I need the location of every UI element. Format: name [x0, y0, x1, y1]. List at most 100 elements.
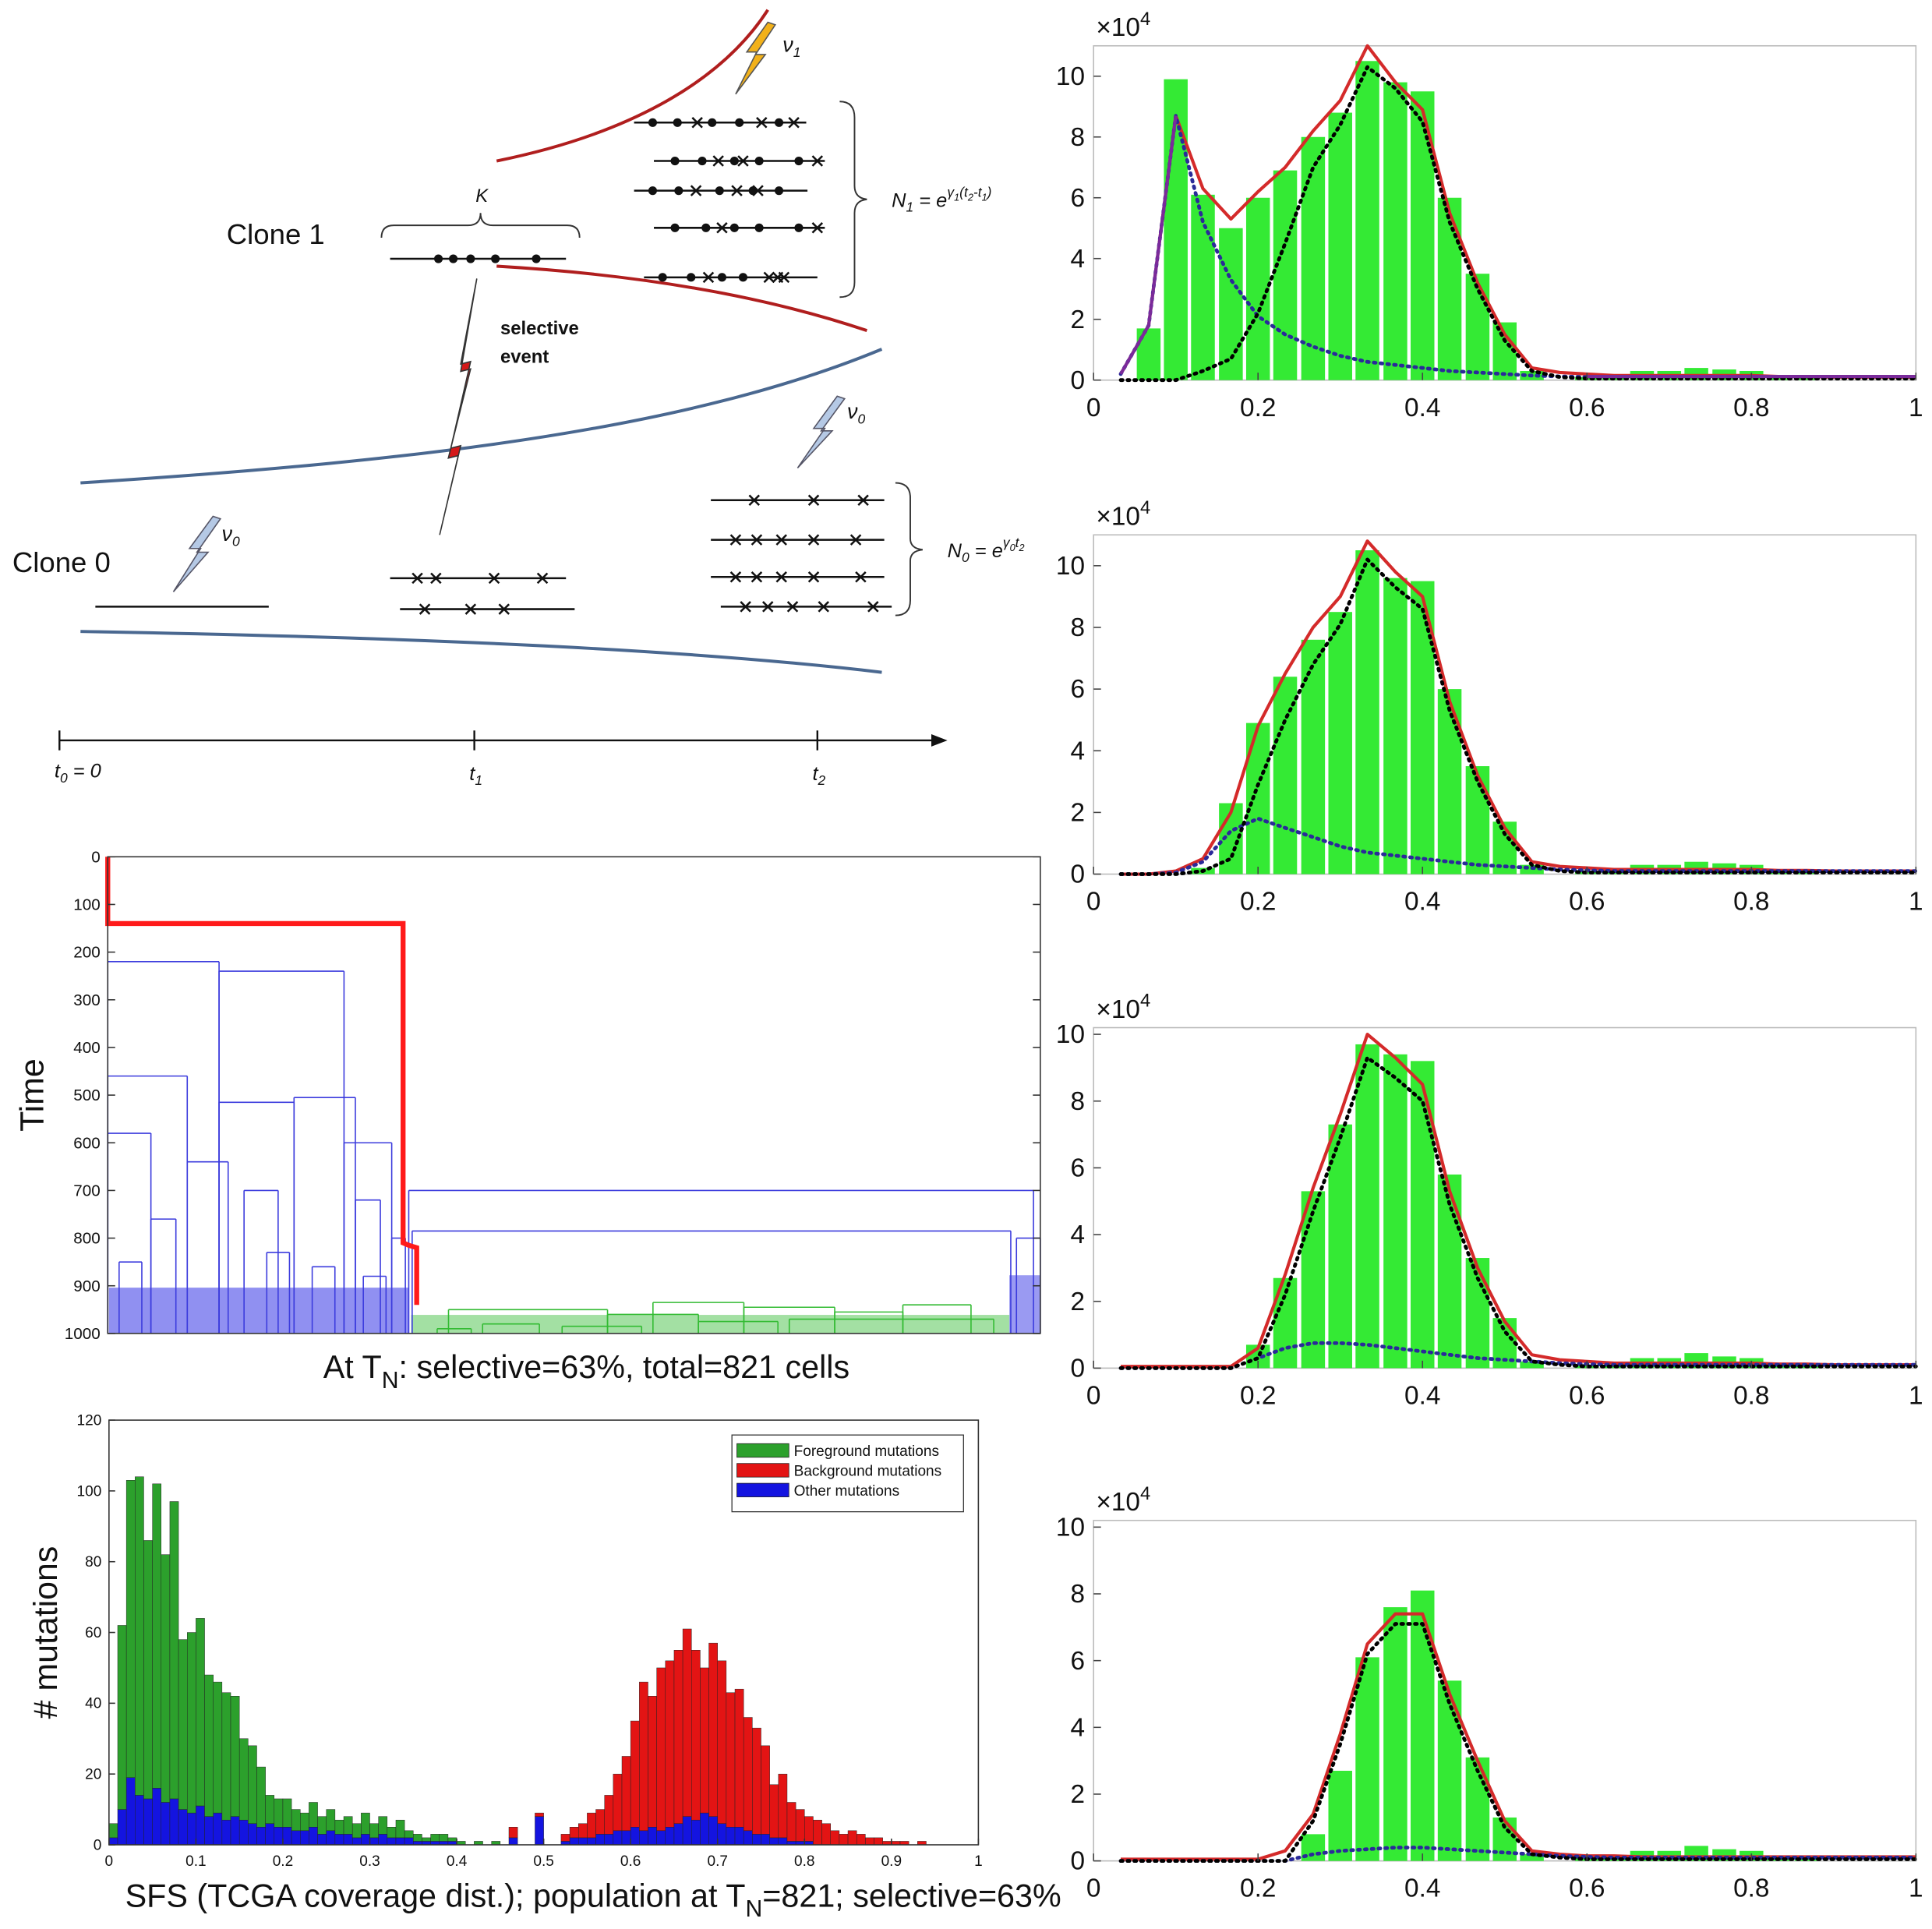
f: 0: [962, 549, 970, 565]
x-tick-label: 0.4: [1404, 1381, 1440, 1410]
bar-segment: [343, 1816, 353, 1835]
bar-segment: [595, 1834, 605, 1846]
bar-segment: [378, 1834, 388, 1846]
x-tick-label: 0.5: [533, 1853, 553, 1870]
bar-segment: [108, 1823, 118, 1839]
bar: [1383, 82, 1407, 380]
bar-segment: [726, 1827, 736, 1846]
y-tick-label: 1000: [65, 1325, 101, 1343]
bar: [1301, 639, 1326, 874]
y-tick-label: 100: [77, 1483, 102, 1500]
mutation-dot: [670, 223, 680, 232]
bar-segment: [569, 1827, 579, 1839]
bar-segment: [387, 1827, 397, 1839]
bar: [1301, 136, 1326, 380]
bar-segment: [691, 1819, 701, 1846]
f: = e: [913, 189, 947, 211]
x-tick-label: 0.6: [620, 1853, 641, 1870]
x-tick-label: 0.2: [273, 1853, 293, 1870]
f: = e: [970, 540, 1003, 562]
mutation-cross: [818, 601, 830, 613]
label-part: 4: [1140, 1483, 1150, 1504]
y-tick-label: 300: [73, 991, 100, 1009]
mutation-cross: [807, 534, 820, 546]
bar: [1383, 1054, 1407, 1369]
mutation-dot: [794, 156, 804, 166]
bar-segment: [682, 1816, 692, 1846]
label-part: N: [745, 1896, 762, 1922]
bar: [1465, 1258, 1490, 1369]
y-tick-label: 8: [1070, 123, 1085, 152]
x-tick-label: 0.8: [1733, 1381, 1769, 1410]
mutation-dot: [715, 186, 724, 196]
y-tick-label: 2: [1070, 799, 1085, 828]
f: 1: [982, 191, 987, 203]
label: ×104: [1096, 497, 1150, 531]
f: 2: [818, 772, 826, 788]
bar-segment: [387, 1837, 397, 1846]
mutation-cross: [702, 271, 715, 284]
y-tick-label: 20: [85, 1767, 101, 1783]
f: = 0: [68, 761, 101, 783]
label-part: SFS (TCGA coverage dist.); population at…: [125, 1878, 746, 1913]
bolt: [796, 395, 846, 469]
plot-frame: [1093, 1026, 1917, 1369]
mutation-cross: [729, 571, 742, 583]
mutation-dot: [754, 156, 764, 166]
y-tick-label: 4: [1070, 1221, 1085, 1249]
y-tick-label: 200: [73, 944, 100, 962]
bar-segment: [613, 1773, 623, 1832]
bar-segment: [717, 1823, 727, 1846]
bar-segment: [856, 1834, 866, 1846]
clone-1-lower: [496, 264, 868, 333]
f: t: [812, 763, 818, 785]
bar-segment: [708, 1816, 718, 1846]
bar: [1301, 1191, 1326, 1369]
bar: [1273, 677, 1298, 874]
mutation-dot: [670, 156, 680, 166]
mutation-dot: [794, 223, 804, 232]
bar-segment: [621, 1756, 631, 1832]
bar-segment: [291, 1809, 301, 1832]
label-part: 4: [1140, 497, 1150, 518]
label-part: =821; selective=63%: [762, 1878, 1061, 1913]
bar: [1465, 274, 1490, 380]
y-tick-label: 4: [1070, 245, 1085, 274]
f: 0: [1010, 542, 1015, 553]
x-tick-label: 1: [1909, 394, 1923, 422]
bar: [1273, 170, 1298, 380]
x-tick-label: 0.7: [707, 1853, 727, 1870]
bar-segment: [560, 1834, 570, 1842]
bar-segment: [317, 1834, 327, 1846]
y-tick-label: 4: [1070, 1713, 1085, 1742]
x-tick-label: 0.4: [447, 1853, 468, 1870]
y-tick-label: 4: [1070, 737, 1085, 765]
mutation-cross: [498, 603, 510, 615]
y-tick-label: 8: [1070, 613, 1085, 642]
bar-segment: [135, 1795, 144, 1846]
bar-segment: [351, 1823, 362, 1839]
clone-1-upper: [496, 9, 769, 163]
y-axis-label: Time: [14, 1058, 51, 1132]
bar-segment: [238, 1819, 249, 1846]
bar-segment: [535, 1816, 544, 1846]
clone-0-label: Clone 0: [12, 546, 111, 578]
bar: [1410, 1061, 1435, 1369]
y-tick-label: 0: [1070, 860, 1085, 889]
bar: [1355, 61, 1379, 380]
label-part: 4: [1140, 991, 1150, 1012]
bar: [1219, 228, 1243, 380]
bar-segment: [238, 1738, 249, 1821]
bar-segment: [865, 1837, 874, 1846]
bar: [1328, 1124, 1352, 1369]
bar-segment: [317, 1816, 327, 1835]
mutation-dot: [433, 254, 443, 263]
x-tick-label: 0.8: [1733, 888, 1769, 917]
mutation-cross: [857, 494, 869, 507]
y-tick-label: 2: [1070, 1780, 1085, 1809]
n0-brace: [895, 482, 923, 617]
bar: [1410, 1590, 1435, 1861]
y-tick-label: 10: [1056, 1513, 1085, 1542]
mutation-cross: [430, 572, 442, 585]
